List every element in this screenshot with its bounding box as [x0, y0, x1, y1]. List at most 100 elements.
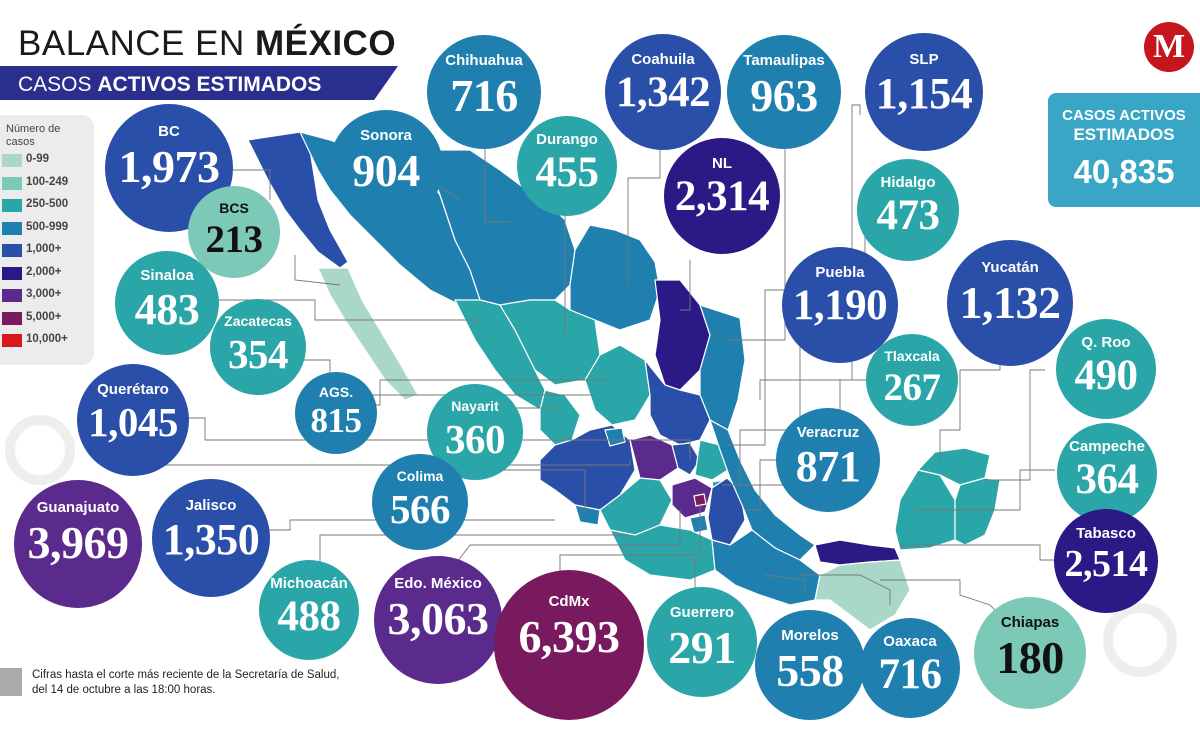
state-bubble: Tamaulipas 963	[727, 35, 841, 149]
state-bubble: Nayarit 360	[427, 384, 523, 480]
state-value: 364	[1075, 456, 1140, 503]
state-bubble: Jalisco 1,350	[152, 479, 270, 597]
state-bubble: Guerrero 291	[647, 587, 757, 697]
state-value: 3,063	[387, 593, 490, 645]
state-bubble: Morelos 558	[755, 610, 865, 720]
state-name: SLP	[909, 50, 939, 68]
legend-label: 500-999	[26, 220, 69, 233]
state-value: 1,045	[88, 398, 178, 445]
state-value: 566	[390, 486, 451, 533]
state-value: 360	[445, 416, 506, 463]
legend-swatch	[2, 334, 22, 347]
total-value: 40,835	[1073, 153, 1175, 190]
state-name: Zacatecas	[224, 313, 292, 330]
state-name: CdMx	[548, 592, 590, 610]
state-name: Coahuila	[631, 51, 695, 69]
title-bold: MÉXICO	[254, 24, 397, 63]
legend-item: 3,000+	[2, 286, 92, 304]
state-name: Veracruz	[796, 423, 860, 441]
state-bubble: AGS. 815	[295, 372, 377, 454]
state-bubble: Colima 566	[372, 454, 468, 550]
legend-label: 0-99	[26, 153, 50, 165]
state-value: 291	[668, 621, 736, 673]
state-value: 1,973	[118, 141, 221, 193]
state-bubble: Campeche 364	[1057, 423, 1157, 523]
map-region-bcs	[317, 267, 419, 401]
state-value: 2,314	[674, 173, 770, 221]
state-bubble: Tabasco 2,514	[1054, 509, 1158, 613]
state-value: 267	[883, 365, 942, 409]
legend-swatch	[2, 154, 22, 167]
state-bubble: Hidalgo 473	[857, 159, 959, 261]
state-name: Oaxaca	[883, 633, 937, 650]
map-region-guerrero	[608, 524, 716, 581]
state-bubble: Puebla 1,190	[782, 247, 898, 363]
state-name: Guanajuato	[36, 499, 120, 517]
state-name: Hidalgo	[880, 174, 936, 192]
state-bubble: Chiapas 180	[974, 597, 1086, 709]
legend-item: 0-99	[2, 151, 92, 169]
state-bubble: NL 2,314	[664, 138, 780, 254]
state-value: 213	[205, 217, 264, 261]
state-bubble: SLP 1,154	[865, 33, 983, 151]
state-bubble: Q. Roo 490	[1056, 319, 1156, 419]
map-region-queretaro	[671, 442, 701, 476]
legend-swatch	[2, 199, 22, 212]
state-bubble: CdMx 6,393	[494, 570, 644, 720]
map-region-chihuahua	[424, 149, 576, 306]
page-subtitle: CASOS ACTIVOS ESTIMADOS	[18, 73, 321, 97]
total-label-line2: ESTIMADOS	[1073, 125, 1175, 144]
state-value: 558	[776, 644, 844, 696]
state-bubble: Guanajuato 3,969	[14, 480, 142, 608]
logo-letter: M	[1152, 28, 1186, 65]
state-value: 1,154	[875, 68, 973, 118]
state-name: Sinaloa	[140, 266, 194, 284]
map-region-ags	[604, 427, 626, 447]
legend-item: 500-999	[2, 219, 92, 237]
subtitle-bold: ACTIVOS ESTIMADOS	[97, 73, 322, 96]
state-name: Guerrero	[669, 603, 735, 621]
state-name: BC	[158, 123, 180, 141]
state-value: 3,969	[27, 517, 130, 569]
state-bubble: Zacatecas 354	[210, 299, 306, 395]
state-name: Q. Roo	[1081, 334, 1131, 351]
state-name: Edo. México	[394, 575, 482, 593]
state-bubble: Sinaloa 483	[115, 251, 219, 355]
state-value: 483	[134, 284, 200, 334]
state-name: Chiapas	[1000, 613, 1060, 631]
legend-item: 10,000+	[2, 331, 92, 349]
state-bubble: Durango 455	[517, 116, 617, 216]
state-value: 963	[750, 70, 818, 122]
state-name: Nayarit	[451, 398, 499, 415]
state-value: 1,132	[959, 276, 1062, 328]
footnote: Cifras hasta el corte más reciente de la…	[32, 669, 340, 696]
state-value: 6,393	[518, 610, 621, 662]
state-name: Tlaxcala	[884, 347, 940, 364]
footnote-marker	[0, 668, 22, 696]
state-name: Yucatán	[981, 258, 1039, 276]
legend-label: 1,000+	[26, 243, 62, 255]
state-name: Sonora	[360, 127, 412, 145]
legend-item: 2,000+	[2, 264, 92, 282]
legend-swatch	[2, 311, 22, 325]
total-box: CASOS ACTIVOS ESTIMADOS 40,835	[1048, 93, 1200, 207]
legend-label: 2,000+	[26, 265, 62, 278]
legend-item: 5,000+	[2, 309, 92, 327]
state-value: 488	[277, 593, 342, 640]
state-value: 1,190	[792, 282, 888, 330]
legend: Número de casos 0-99 100-249 250-500 500-99…	[0, 115, 94, 365]
state-bubble: Yucatán 1,132	[947, 240, 1073, 366]
state-name: Morelos	[781, 626, 839, 644]
state-name: AGS.	[318, 384, 354, 401]
state-bubble: Querétaro 1,045	[77, 364, 189, 476]
state-bubble: BCS 213	[188, 186, 280, 278]
map-region-cdmx	[693, 493, 707, 507]
state-name: Tamaulipas	[743, 52, 825, 70]
state-value: 490	[1074, 352, 1139, 399]
state-name: NL	[712, 155, 732, 173]
subtitle-light: CASOS	[18, 73, 98, 96]
legend-item: 250-500	[2, 196, 92, 214]
state-value: 2,514	[1064, 542, 1149, 585]
state-value: 354	[228, 331, 289, 378]
state-value: 904	[352, 145, 420, 197]
